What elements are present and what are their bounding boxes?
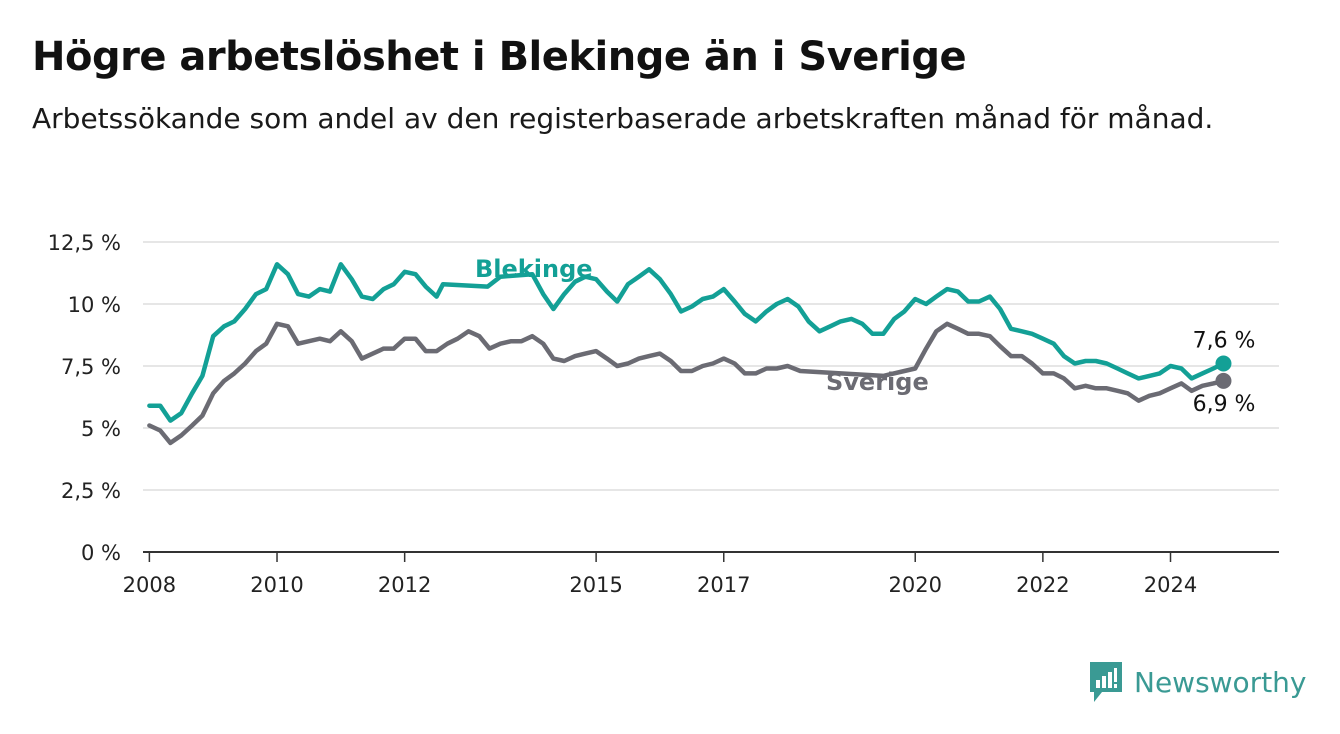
end-value-label-blekinge: 7,6 % (1193, 329, 1256, 354)
x-axis-ticks: 2008 2010 2012 2015 2017 2020 2022 2024 (123, 552, 1197, 597)
series-end-marker-blekinge (1215, 355, 1232, 372)
series-lines (147, 262, 1232, 446)
y-tick-label: 0 % (81, 541, 121, 565)
series-line-sverige (147, 321, 1226, 446)
y-tick-label: 10 % (68, 293, 121, 317)
y-tick-label: 12,5 % (48, 231, 121, 255)
y-axis-ticks: 0 % 2,5 % 5 % 7,5 % 10 % 12,5 % (48, 231, 121, 565)
series-line-blekinge (147, 262, 1226, 423)
series-labels: Blekinge Sverige 7,6 % 6,9 % (475, 255, 1255, 417)
x-tick-label: 2017 (697, 573, 750, 597)
x-tick-label: 2012 (378, 573, 431, 597)
series-end-marker-sverige (1215, 372, 1232, 389)
x-tick-label: 2024 (1144, 573, 1197, 597)
x-tick-label: 2015 (569, 573, 622, 597)
chart-subtitle: Arbetssökande som andel av den registerb… (32, 102, 1214, 135)
gridlines (143, 241, 1279, 553)
series-label-sverige: Sverige (826, 368, 929, 396)
brand-name: Newsworthy (1134, 665, 1307, 699)
x-tick-label: 2010 (250, 573, 303, 597)
end-value-label-sverige: 6,9 % (1193, 392, 1256, 417)
x-tick-label: 2020 (888, 573, 941, 597)
series-label-blekinge: Blekinge (475, 255, 593, 283)
x-tick-label: 2008 (123, 573, 176, 597)
y-tick-label: 2,5 % (61, 479, 121, 503)
y-tick-label: 7,5 % (61, 355, 121, 379)
newsworthy-logo-icon (1090, 662, 1122, 702)
x-tick-label: 2022 (1016, 573, 1069, 597)
chart-title: Högre arbetslöshet i Blekinge än i Sveri… (32, 34, 967, 80)
brand-logo: Newsworthy (1088, 660, 1307, 704)
y-tick-label: 5 % (81, 417, 121, 441)
